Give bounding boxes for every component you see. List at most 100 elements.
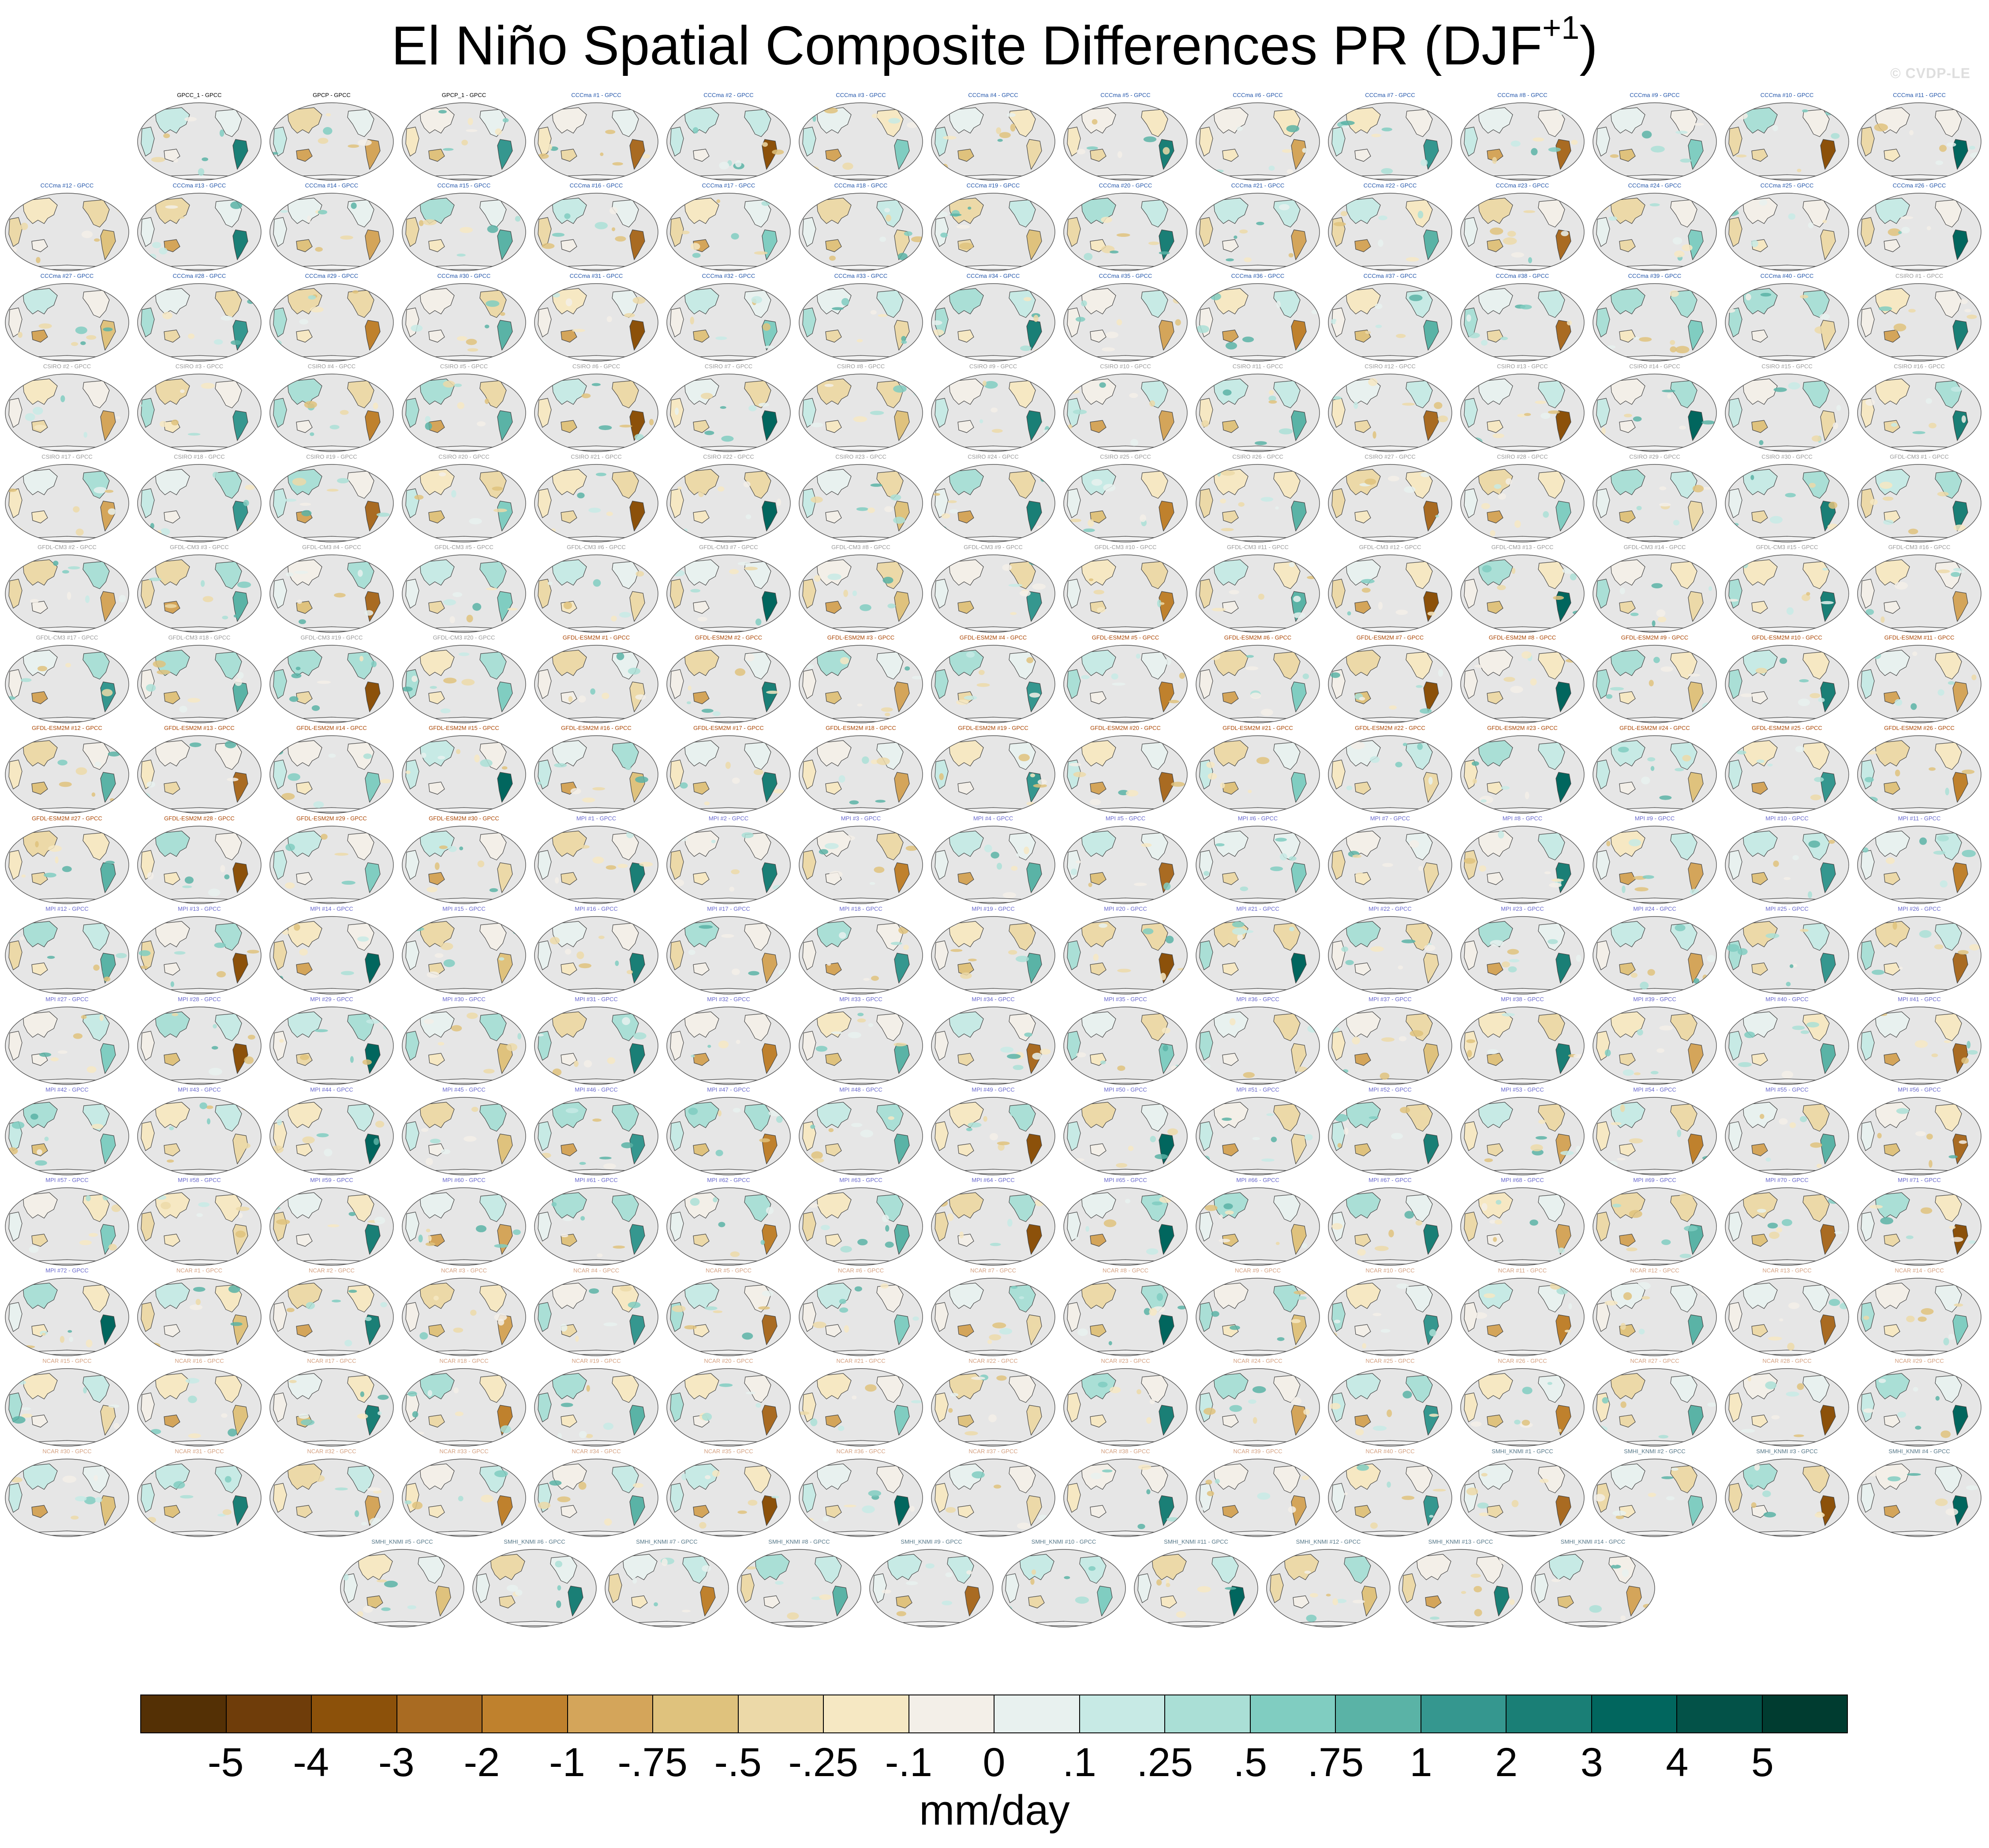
map-panel: SMHI_KNMI #14 - GPCC [1529, 1538, 1657, 1631]
world-map [1593, 1459, 1717, 1537]
map-panel: MPI #26 - GPCC [1855, 905, 1984, 998]
map-panel: MPI #24 - GPCC [1590, 905, 1719, 998]
world-map [1196, 554, 1320, 633]
map-panel: MPI #28 - GPCC [135, 996, 264, 1089]
map-panel: MPI #22 - GPCC [1326, 905, 1454, 998]
map-panel-label: CSIRO #30 - GPCC [1761, 453, 1813, 460]
map-panel-label: GFDL-CM3 #13 - GPCC [1491, 544, 1554, 550]
world-map [605, 1549, 729, 1627]
world-map [534, 1097, 658, 1175]
map-panel: NCAR #33 - GPCC [400, 1448, 528, 1541]
map-panel: GFDL-ESM2M #8 - GPCC [1458, 634, 1587, 727]
map-panel: NCAR #27 - GPCC [1590, 1358, 1719, 1450]
world-map [1460, 1006, 1585, 1085]
title-superscript: +1 [1542, 9, 1580, 46]
colorbar-tick: .75 [1307, 1740, 1364, 1785]
world-map [1328, 374, 1452, 452]
world-map [137, 1097, 262, 1175]
world-map [269, 193, 394, 271]
map-panel: CCCma #34 - GPCC [929, 273, 1058, 365]
world-map [1857, 916, 1982, 995]
world-map [269, 1278, 394, 1356]
map-panel: CCCma #8 - GPCC [1458, 92, 1587, 184]
map-panel: MPI #48 - GPCC [796, 1086, 925, 1179]
map-panel-label: CSIRO #9 - GPCC [969, 363, 1017, 370]
world-map [1063, 735, 1188, 814]
map-panel: GFDL-CM3 #16 - GPCC [1855, 544, 1984, 636]
world-map [931, 1368, 1055, 1447]
world-map [1328, 916, 1452, 995]
map-panel: CCCma #1 - GPCC [532, 92, 661, 184]
map-panel: CCCma #27 - GPCC [3, 273, 131, 365]
world-map [1460, 645, 1585, 723]
map-panel-label: NCAR #2 - GPCC [308, 1267, 355, 1274]
map-panel: MPI #70 - GPCC [1723, 1177, 1851, 1269]
world-map [931, 1097, 1055, 1175]
world-map [931, 1278, 1055, 1356]
map-panel: CCCma #38 - GPCC [1458, 273, 1587, 365]
map-panel: NCAR #34 - GPCC [532, 1448, 661, 1541]
map-panel-label: CCCma #12 - GPCC [40, 182, 94, 189]
map-panel: CCCma #15 - GPCC [400, 182, 528, 275]
map-panel: NCAR #10 - GPCC [1326, 1267, 1454, 1360]
world-map [1063, 102, 1188, 181]
map-panel-label: MPI #48 - GPCC [839, 1086, 882, 1093]
map-panel: MPI #30 - GPCC [400, 996, 528, 1089]
map-panel-label: MPI #51 - GPCC [1236, 1086, 1279, 1093]
map-panel: MPI #60 - GPCC [400, 1177, 528, 1269]
map-panel-label: MPI #1 - GPCC [576, 815, 617, 822]
world-map [1328, 1459, 1452, 1537]
world-map [137, 645, 262, 723]
world-map [534, 1459, 658, 1537]
map-panel-label: CCCma #18 - GPCC [834, 182, 888, 189]
world-map [1196, 1006, 1320, 1085]
world-map [5, 1368, 129, 1447]
world-map [931, 193, 1055, 271]
map-panel: MPI #49 - GPCC [929, 1086, 1058, 1179]
world-map [1460, 1278, 1585, 1356]
map-panel-label: CCCma #30 - GPCC [437, 273, 491, 279]
map-panel-label: MPI #55 - GPCC [1765, 1086, 1809, 1093]
map-panel: GPCP_1 - GPCC [400, 92, 528, 184]
world-map [931, 645, 1055, 723]
world-map [534, 193, 658, 271]
colorbar-tick: -.25 [788, 1740, 859, 1785]
world-map [1857, 283, 1982, 362]
map-panel: MPI #27 - GPCC [3, 996, 131, 1089]
map-panel: MPI #12 - GPCC [3, 905, 131, 998]
map-panel: CCCma #33 - GPCC [796, 273, 925, 365]
map-panel-label: NCAR #29 - GPCC [1895, 1358, 1944, 1364]
map-panel-label: NCAR #17 - GPCC [307, 1358, 356, 1364]
map-panel: GFDL-ESM2M #30 - GPCC [400, 815, 528, 908]
map-panel-label: MPI #15 - GPCC [442, 905, 486, 912]
world-map [5, 645, 129, 723]
map-panel: MPI #10 - GPCC [1723, 815, 1851, 908]
world-map [1725, 826, 1849, 904]
world-map [1857, 102, 1982, 181]
map-panel-label: SMHI_KNMI #4 - GPCC [1888, 1448, 1950, 1455]
map-panel: CCCma #11 - GPCC [1855, 92, 1984, 184]
map-panel-label: MPI #61 - GPCC [575, 1177, 618, 1183]
map-panel-label: SMHI_KNMI #13 - GPCC [1428, 1538, 1493, 1545]
map-panel-label: CSIRO #22 - GPCC [703, 453, 754, 460]
world-map [534, 1006, 658, 1085]
map-panel: NCAR #7 - GPCC [929, 1267, 1058, 1360]
map-panel: MPI #5 - GPCC [1061, 815, 1190, 908]
map-panel-label: GFDL-ESM2M #9 - GPCC [1621, 634, 1689, 641]
map-panel-label: GFDL-CM3 #9 - GPCC [964, 544, 1023, 550]
map-panel-label: MPI #33 - GPCC [839, 996, 882, 1003]
map-panel: CSIRO #19 - GPCC [267, 453, 396, 546]
map-panel: MPI #23 - GPCC [1458, 905, 1587, 998]
map-panel-label: CSIRO #19 - GPCC [306, 453, 357, 460]
map-panel-label: GPCP_1 - GPCC [441, 92, 486, 98]
world-map [799, 826, 923, 904]
map-panel: GFDL-ESM2M #29 - GPCC [267, 815, 396, 908]
map-panel-label: MPI #54 - GPCC [1633, 1086, 1676, 1093]
map-panel-label: MPI #18 - GPCC [839, 905, 882, 912]
world-map [1460, 1368, 1585, 1447]
map-panel-label: SMHI_KNMI #5 - GPCC [371, 1538, 433, 1545]
map-panel: GFDL-ESM2M #5 - GPCC [1061, 634, 1190, 727]
map-panel-label: MPI #68 - GPCC [1501, 1177, 1544, 1183]
map-panel-label: NCAR #39 - GPCC [1233, 1448, 1282, 1455]
map-panel-label: MPI #26 - GPCC [1898, 905, 1941, 912]
